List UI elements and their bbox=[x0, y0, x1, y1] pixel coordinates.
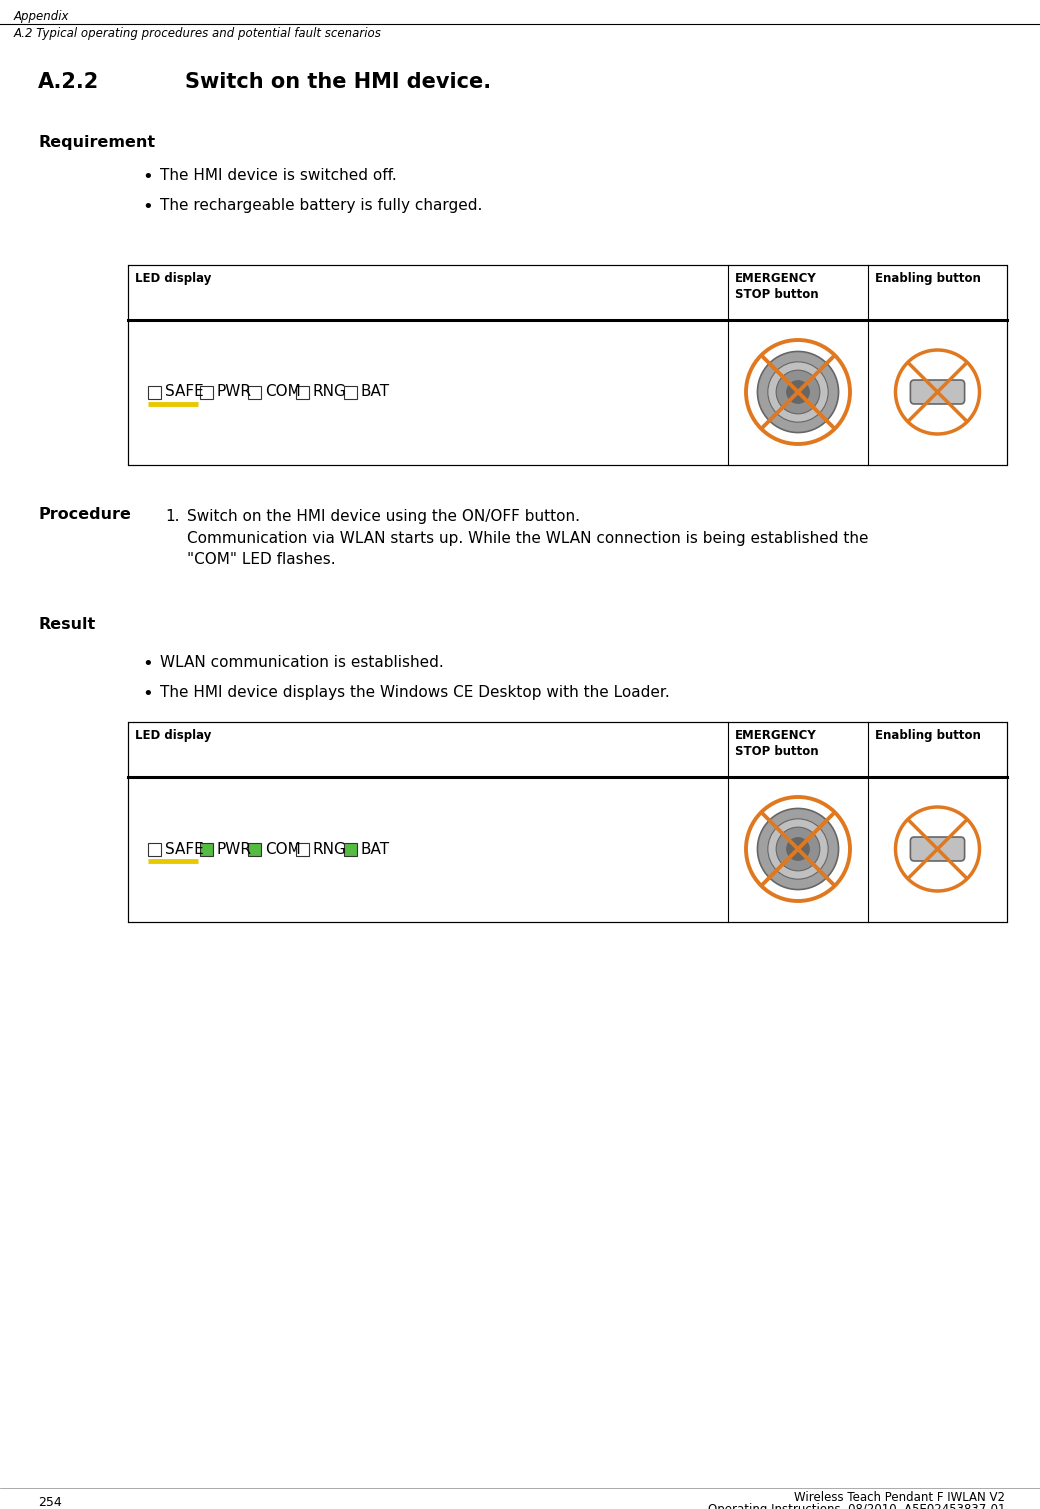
Text: SAFE: SAFE bbox=[165, 842, 204, 857]
Text: "COM" LED flashes.: "COM" LED flashes. bbox=[187, 552, 336, 567]
Text: Enabling button: Enabling button bbox=[875, 272, 981, 285]
Bar bbox=[200, 385, 213, 398]
Text: Result: Result bbox=[38, 617, 96, 632]
FancyBboxPatch shape bbox=[910, 837, 965, 862]
Bar bbox=[148, 842, 161, 856]
Text: A.2.2: A.2.2 bbox=[38, 72, 99, 92]
Text: RNG: RNG bbox=[313, 842, 347, 857]
Text: Appendix: Appendix bbox=[14, 11, 70, 23]
Text: •: • bbox=[142, 198, 153, 216]
Text: 254: 254 bbox=[38, 1495, 61, 1509]
Circle shape bbox=[768, 819, 828, 880]
Text: COM: COM bbox=[265, 842, 301, 857]
Circle shape bbox=[786, 380, 809, 403]
Bar bbox=[296, 842, 309, 856]
Text: EMERGENCY
STOP button: EMERGENCY STOP button bbox=[735, 729, 818, 758]
Bar bbox=[128, 266, 1007, 465]
FancyBboxPatch shape bbox=[910, 380, 965, 404]
Circle shape bbox=[776, 370, 820, 413]
Text: Requirement: Requirement bbox=[38, 134, 155, 149]
Text: Communication via WLAN starts up. While the WLAN connection is being established: Communication via WLAN starts up. While … bbox=[187, 531, 868, 546]
Text: BAT: BAT bbox=[361, 385, 390, 400]
Bar bbox=[296, 385, 309, 398]
Text: SAFE: SAFE bbox=[165, 385, 204, 400]
Circle shape bbox=[757, 809, 838, 890]
Text: •: • bbox=[142, 167, 153, 186]
Text: Switch on the HMI device using the ON/OFF button.: Switch on the HMI device using the ON/OF… bbox=[187, 509, 580, 524]
Text: LED display: LED display bbox=[135, 272, 211, 285]
Text: A.2 Typical operating procedures and potential fault scenarios: A.2 Typical operating procedures and pot… bbox=[14, 27, 382, 41]
Text: BAT: BAT bbox=[361, 842, 390, 857]
Text: EMERGENCY
STOP button: EMERGENCY STOP button bbox=[735, 272, 818, 300]
Text: The rechargeable battery is fully charged.: The rechargeable battery is fully charge… bbox=[160, 198, 483, 213]
Text: The HMI device displays the Windows CE Desktop with the Loader.: The HMI device displays the Windows CE D… bbox=[160, 685, 670, 700]
Text: •: • bbox=[142, 685, 153, 703]
Text: PWR: PWR bbox=[217, 385, 252, 400]
Text: WLAN communication is established.: WLAN communication is established. bbox=[160, 655, 444, 670]
Bar bbox=[248, 385, 261, 398]
Circle shape bbox=[776, 827, 820, 871]
Text: Procedure: Procedure bbox=[38, 507, 131, 522]
Circle shape bbox=[786, 837, 809, 860]
Text: Wireless Teach Pendant F IWLAN V2: Wireless Teach Pendant F IWLAN V2 bbox=[794, 1491, 1005, 1504]
Text: RNG: RNG bbox=[313, 385, 347, 400]
Text: LED display: LED display bbox=[135, 729, 211, 742]
Circle shape bbox=[757, 352, 838, 433]
Bar bbox=[128, 721, 1007, 922]
Bar bbox=[148, 385, 161, 398]
Bar bbox=[344, 842, 357, 856]
Text: Operating Instructions, 08/2010, A5E02453837-01: Operating Instructions, 08/2010, A5E0245… bbox=[707, 1503, 1005, 1509]
Circle shape bbox=[768, 362, 828, 423]
Bar bbox=[200, 842, 213, 856]
Text: •: • bbox=[142, 655, 153, 673]
Bar bbox=[344, 385, 357, 398]
Text: Switch on the HMI device.: Switch on the HMI device. bbox=[185, 72, 491, 92]
Text: COM: COM bbox=[265, 385, 301, 400]
Text: Enabling button: Enabling button bbox=[875, 729, 981, 742]
Text: 1.: 1. bbox=[165, 509, 180, 524]
Text: The HMI device is switched off.: The HMI device is switched off. bbox=[160, 167, 396, 183]
Text: PWR: PWR bbox=[217, 842, 252, 857]
Bar bbox=[248, 842, 261, 856]
